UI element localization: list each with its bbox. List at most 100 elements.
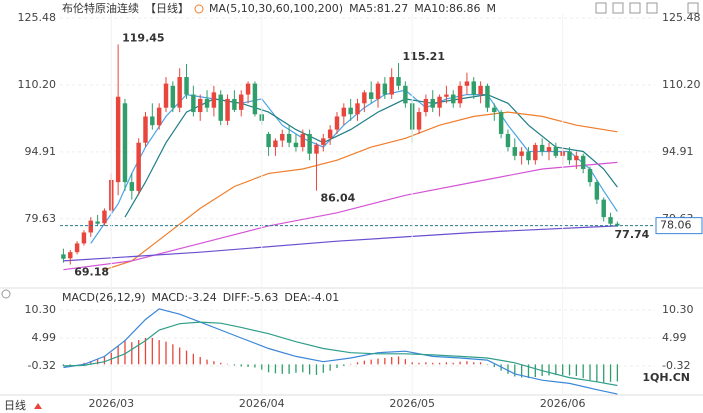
candle-body — [150, 116, 155, 126]
candle-body — [512, 147, 518, 156]
candle-body — [437, 96, 442, 108]
candle-body — [444, 94, 449, 97]
price-annotation: 77.74 — [615, 228, 650, 241]
x-tick-label: 2026/04 — [239, 397, 285, 410]
price-annotation: 86.04 — [320, 192, 355, 205]
icon[interactable] — [612, 2, 624, 14]
x-tick-label: 2026/03 — [88, 397, 134, 410]
legend-entry: MA5:81.27 — [349, 2, 408, 15]
price-annotation: 115.21 — [403, 50, 445, 63]
period-label: 【日线】 — [145, 1, 189, 15]
toolbar-icons[interactable] — [595, 2, 699, 14]
candle-body — [553, 147, 559, 156]
y-tick-label: 79.63 — [25, 212, 57, 225]
candle-body — [423, 98, 429, 113]
candle-body — [601, 199, 606, 218]
candle-body — [334, 116, 340, 130]
candle-body — [403, 85, 408, 104]
candle-body — [587, 168, 593, 183]
candle-body — [464, 81, 470, 86]
y-tick-label-right: 94.91 — [662, 145, 694, 158]
candle-body — [74, 243, 80, 253]
candle-body — [396, 77, 401, 86]
candle-body — [81, 232, 87, 244]
candle-body — [232, 98, 237, 110]
footer-period[interactable]: 日线 — [4, 398, 26, 412]
chart-title: MACD(26,12,9) — [62, 291, 146, 304]
icon[interactable] — [629, 2, 641, 14]
candle-body — [245, 83, 251, 95]
candle-body — [129, 182, 135, 191]
settings-icon[interactable] — [1, 289, 11, 299]
y-tick-label: -0.32 — [28, 359, 56, 372]
candle-body — [457, 85, 463, 104]
icon[interactable] — [687, 2, 699, 14]
candle-body — [539, 144, 545, 152]
candle-body — [498, 112, 504, 134]
candle-body — [170, 85, 176, 108]
candle-body — [327, 129, 333, 139]
y-tick-label: 4.99 — [32, 331, 57, 344]
x-tick-label: 2026/05 — [389, 397, 435, 410]
price-annotation: 119.45 — [122, 31, 164, 44]
candle-body — [115, 96, 121, 183]
candle-body — [95, 221, 100, 224]
y-tick-label-right: 110.20 — [662, 78, 701, 91]
candle-body — [478, 85, 483, 95]
candle-body — [615, 223, 620, 226]
candle-body — [293, 142, 299, 148]
chart-title: 布伦特原油连续 — [62, 1, 139, 15]
footer-icon[interactable] — [34, 403, 42, 409]
candle-body — [266, 133, 271, 148]
candle-body — [505, 133, 511, 148]
candle-body — [61, 254, 66, 259]
candle-body — [197, 98, 203, 113]
legend-entry: MA10:86.86 — [414, 2, 480, 15]
candle-body — [280, 133, 285, 141]
candle-body — [471, 81, 476, 95]
current-price-box — [655, 217, 703, 235]
icon[interactable] — [646, 2, 658, 14]
candle-body — [286, 133, 292, 143]
current-price-label: 78.06 — [660, 219, 692, 232]
legend-entry: MACD:-3.24 — [152, 291, 217, 304]
candle-body — [526, 151, 531, 161]
candle-body — [211, 92, 217, 108]
candle-body — [225, 98, 230, 121]
candle-body — [102, 210, 107, 224]
watermark: 1QH.CN — [642, 371, 690, 384]
candle-body — [156, 107, 162, 126]
candle-body — [608, 217, 613, 224]
y-tick-label: 125.48 — [18, 11, 57, 24]
candle-body — [273, 140, 278, 148]
candle-body — [143, 116, 148, 143]
candle-body — [574, 155, 579, 161]
candle-body — [68, 252, 73, 259]
icon[interactable] — [595, 2, 607, 14]
candle-body — [492, 107, 497, 113]
candle-body — [177, 77, 182, 108]
y-tick-label: 10.30 — [25, 303, 57, 316]
period-icon[interactable] — [194, 4, 204, 14]
candle-body — [382, 83, 388, 95]
candle-body — [204, 98, 210, 108]
legend-entry: M — [487, 2, 497, 15]
candle-body — [355, 103, 360, 115]
candle-body — [546, 147, 552, 152]
candle-body — [416, 112, 422, 130]
candle-body — [191, 94, 196, 113]
candle-body — [300, 133, 306, 148]
candle-body — [451, 94, 456, 104]
candle-body — [163, 83, 169, 108]
candle-body — [485, 85, 490, 108]
candle-body — [519, 151, 524, 156]
y-tick-label-right: -0.32 — [662, 359, 690, 372]
candle-body — [341, 107, 347, 117]
candle-body — [594, 182, 600, 200]
candle-body — [321, 138, 326, 145]
candle-body — [389, 77, 394, 95]
candle-body — [430, 98, 435, 108]
x-tick-label: 2026/06 — [540, 397, 586, 410]
y-tick-label-right: 125.48 — [662, 11, 701, 24]
